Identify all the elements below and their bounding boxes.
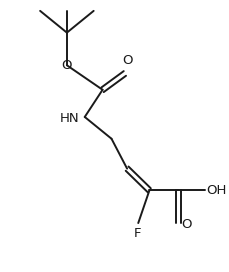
Text: O: O	[61, 59, 72, 72]
Text: O: O	[181, 218, 191, 231]
Text: O: O	[121, 54, 132, 67]
Text: OH: OH	[205, 184, 226, 197]
Text: F: F	[133, 227, 140, 240]
Text: HN: HN	[59, 112, 79, 125]
